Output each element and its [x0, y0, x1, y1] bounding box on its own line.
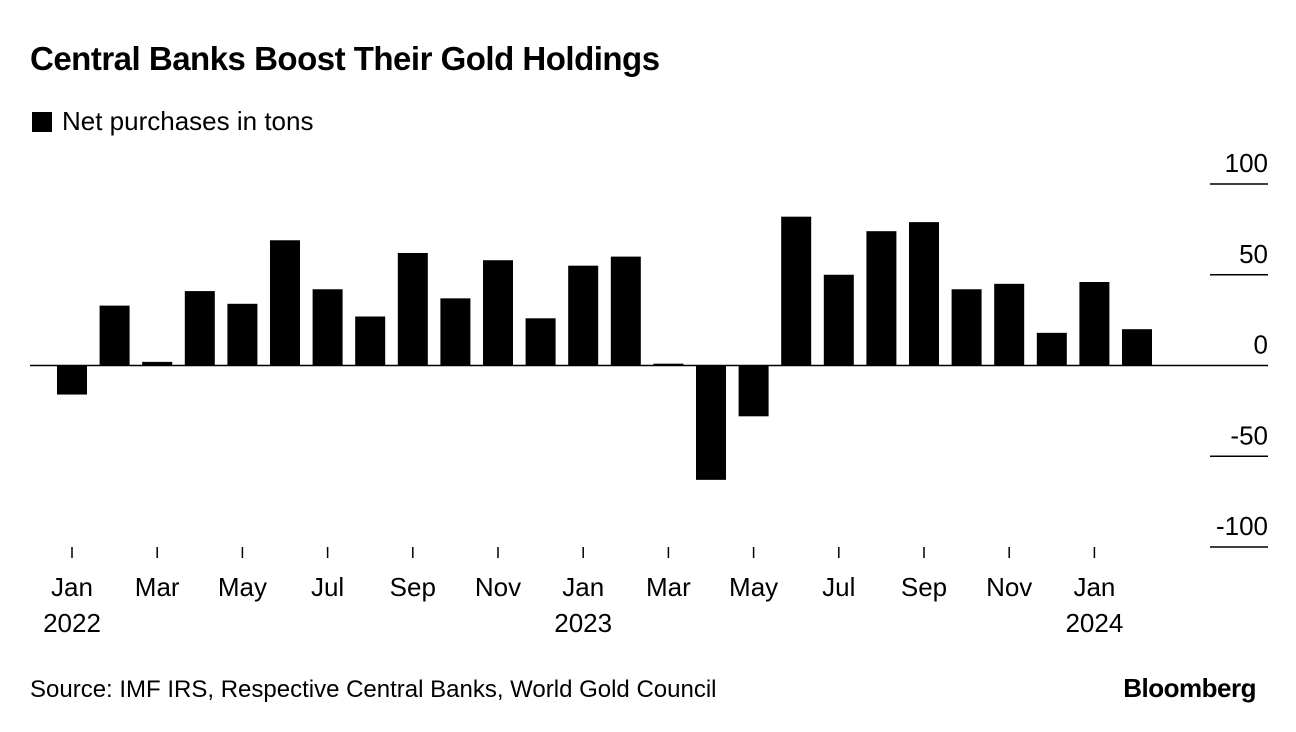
chart-title: Central Banks Boost Their Gold Holdings — [30, 40, 660, 77]
x-tick-label: Jan — [51, 572, 93, 602]
bar — [568, 265, 599, 366]
bar — [823, 274, 854, 366]
bar — [397, 252, 428, 366]
legend-label: Net purchases in tons — [62, 106, 314, 136]
bar — [483, 260, 513, 366]
x-tick-label: Sep — [901, 572, 947, 602]
y-tick-label: 50 — [1239, 239, 1268, 269]
x-tick-label: Jul — [311, 572, 344, 602]
y-tick-label: -50 — [1230, 420, 1268, 450]
x-tick-label: Sep — [390, 572, 436, 602]
bar — [951, 289, 982, 366]
bar — [312, 289, 343, 366]
x-tick-label: Jan — [1073, 572, 1115, 602]
y-tick-label: 100 — [1225, 148, 1268, 178]
x-tick-label: Nov — [986, 572, 1032, 602]
bar — [1122, 329, 1152, 366]
bar — [909, 222, 939, 366]
x-tick-label: May — [218, 572, 267, 602]
bar — [227, 303, 258, 366]
x-tick-label: May — [729, 572, 778, 602]
bar — [440, 298, 471, 366]
chart-legend: Net purchases in tons — [32, 106, 313, 137]
bar — [653, 363, 684, 366]
bar — [1036, 332, 1067, 366]
bar — [866, 231, 897, 366]
x-tick-label: Mar — [646, 572, 691, 602]
bar — [57, 365, 87, 395]
source-note: Source: IMF IRS, Respective Central Bank… — [30, 676, 717, 703]
bar — [738, 365, 769, 417]
bar — [610, 256, 641, 366]
x-tick-label: Jan — [562, 572, 604, 602]
x-tick-label: Jul — [822, 572, 855, 602]
bar — [525, 318, 556, 366]
x-tick-label: Nov — [475, 572, 521, 602]
y-tick-label: -100 — [1216, 511, 1268, 541]
bar — [99, 305, 130, 366]
bar — [781, 216, 812, 366]
bar — [184, 291, 215, 366]
bar — [994, 283, 1025, 366]
bloomberg-logo: Bloomberg — [1123, 673, 1256, 703]
bar — [696, 365, 726, 480]
bar — [142, 361, 173, 366]
bar — [1079, 282, 1110, 366]
x-tick-label: Mar — [135, 572, 180, 602]
bar — [355, 316, 386, 366]
bar — [270, 240, 300, 366]
x-tick-year-label: 2022 — [43, 608, 101, 638]
x-tick-year-label: 2023 — [554, 608, 612, 638]
legend-swatch — [32, 111, 52, 132]
y-tick-label: 0 — [1254, 330, 1268, 360]
x-tick-year-label: 2024 — [1065, 608, 1123, 638]
